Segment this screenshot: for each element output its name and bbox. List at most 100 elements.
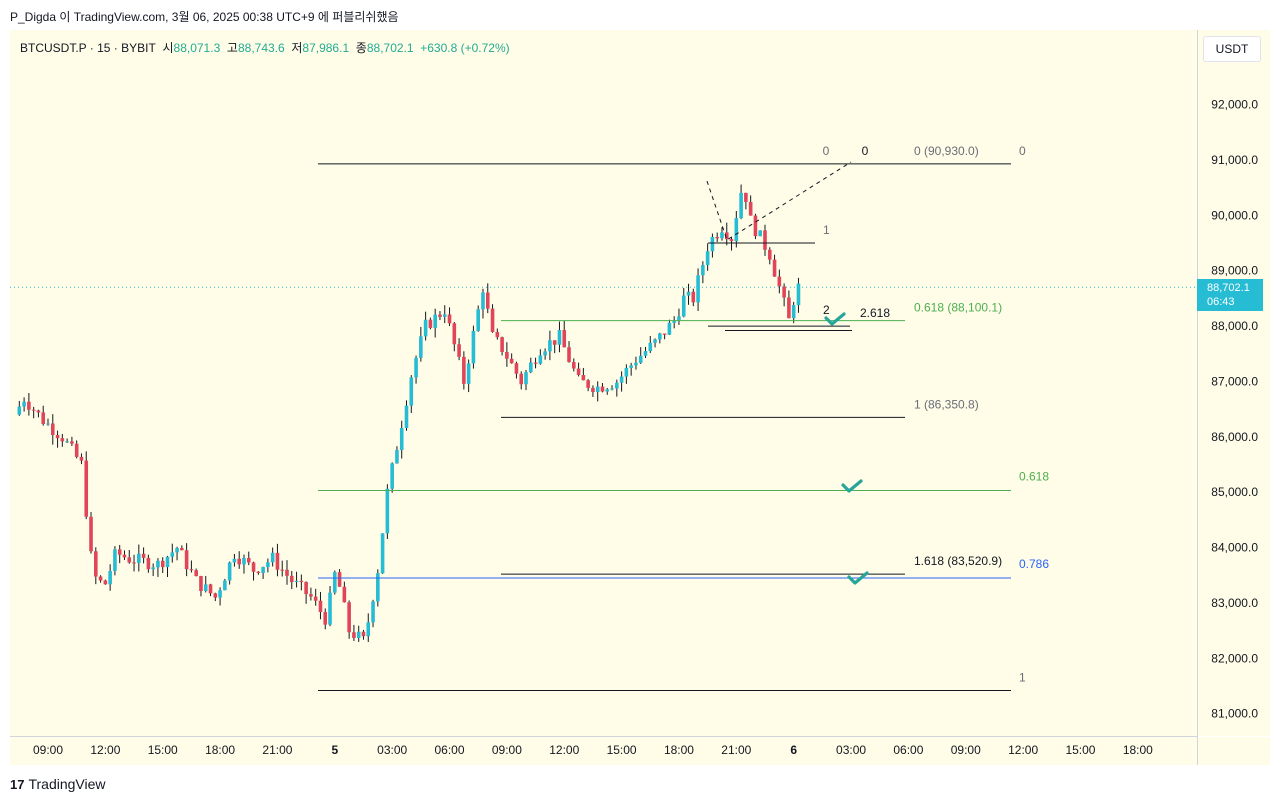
candle-body — [256, 571, 261, 573]
x-tick-label: 06:00 — [435, 743, 465, 757]
candle-body — [146, 557, 151, 570]
candle-body — [270, 552, 275, 563]
candle-body — [485, 292, 490, 309]
x-tick-label: 21:00 — [262, 743, 292, 757]
candle-body — [557, 330, 562, 345]
candle-body — [175, 548, 179, 553]
candle-body — [452, 323, 457, 345]
candle-body — [46, 423, 50, 425]
candle-body — [638, 355, 643, 363]
x-tick-label: 12:00 — [1008, 743, 1038, 757]
candle-body — [667, 322, 672, 335]
candle-body — [447, 314, 452, 324]
candle-body — [309, 594, 313, 597]
candle-body — [160, 560, 165, 568]
candle-body — [299, 580, 304, 583]
fib-label: 1.618 (83,520.9) — [914, 554, 1002, 568]
candle-body — [41, 412, 46, 425]
candle-body — [658, 333, 662, 340]
x-tick-label: 21:00 — [721, 743, 751, 757]
close-value: 88,702.1 — [366, 41, 414, 55]
candle-body — [141, 553, 146, 558]
tradingview-logo-text: TradingView — [28, 776, 106, 792]
fib-label: 2 — [823, 303, 830, 317]
candle-body — [514, 363, 519, 374]
candle-body — [22, 401, 26, 407]
candle-body — [376, 573, 380, 602]
fib-label: 2.618 — [860, 306, 890, 320]
candle-body — [218, 590, 222, 598]
candle-body — [275, 552, 280, 570]
x-tick-label: 18:00 — [1123, 743, 1153, 757]
candle-body — [481, 292, 485, 310]
candle-body — [98, 576, 103, 581]
candle-body — [409, 377, 414, 406]
x-tick-label: 18:00 — [664, 743, 694, 757]
fib-label: 0.618 — [1019, 470, 1049, 484]
close-label: 종 — [355, 41, 367, 55]
candle-body — [380, 533, 385, 574]
candle-body — [414, 357, 418, 378]
candle-body — [132, 562, 136, 564]
x-tick-label: 06:00 — [893, 743, 923, 757]
fib-label: 1 — [1019, 670, 1026, 684]
candle-body — [605, 389, 610, 392]
candle-body — [600, 386, 605, 392]
candle-body — [567, 347, 571, 363]
candle-body — [457, 344, 461, 357]
candle-body — [466, 363, 471, 384]
candle-body — [796, 283, 801, 306]
candle-body — [791, 305, 796, 319]
candle-body — [108, 571, 112, 585]
candle-body — [782, 286, 786, 298]
candle-body — [500, 337, 504, 352]
candle-body — [724, 232, 729, 240]
currency-button[interactable]: USDT — [1203, 36, 1261, 62]
fib-label: 1 — [823, 223, 830, 237]
annotations — [706, 161, 869, 585]
candle-body — [710, 237, 715, 252]
candle-body — [442, 314, 447, 317]
candle-body — [184, 550, 189, 570]
check-icon — [824, 312, 846, 326]
symbol-name[interactable]: BTCUSDT.P · 15 · BYBIT — [20, 41, 156, 55]
candle-body — [337, 572, 342, 587]
y-tick-label: 92,000.0 — [1211, 98, 1258, 112]
candle-body — [113, 549, 117, 572]
fib-label: 1 (86,350.8) — [914, 397, 979, 411]
check-icon — [847, 571, 869, 585]
candle-body — [390, 463, 394, 489]
tradingview-logo[interactable]: 17 TradingView — [10, 776, 106, 792]
candle-body — [318, 600, 323, 613]
candle-body — [323, 612, 328, 625]
candle-body — [333, 572, 337, 593]
candle-body — [313, 596, 318, 601]
candle-body — [352, 632, 356, 638]
candle-body — [548, 340, 552, 352]
candle-body — [490, 308, 495, 332]
candle-body — [180, 548, 184, 551]
candle-body — [36, 410, 41, 413]
publish-caption: P_Digda 이 TradingView.com, 3월 06, 2025 0… — [10, 10, 399, 24]
last-price-value: 88,702.1 — [1207, 282, 1250, 294]
candle-body — [595, 386, 600, 393]
y-tick-label: 86,000.0 — [1211, 430, 1258, 444]
fib-label: 0 — [823, 144, 830, 158]
candle-body — [328, 592, 332, 625]
price-axis-background — [1198, 30, 1270, 736]
x-tick-label: 03:00 — [836, 743, 866, 757]
y-axis-ticks: 92,000.0 91,000.0 90,000.0 89,000.0 88,000.0… — [1211, 98, 1258, 721]
fib-levels: 0 0 0 (90,930.0) 0 1 0.618 (88,100.1) 2 2.618 1 … — [318, 144, 1049, 691]
candle-body — [610, 388, 614, 390]
candle-body — [304, 582, 308, 595]
low-label: 저 — [291, 41, 303, 55]
candle-body — [27, 401, 31, 410]
fib-label: 0.786 — [1019, 557, 1049, 571]
candle-body — [715, 237, 719, 239]
symbol-info: BTCUSDT.P · 15 · BYBIT 시88,071.3 고88,743… — [20, 39, 510, 56]
candle-body — [237, 558, 241, 565]
x-tick-label: 15:00 — [1065, 743, 1095, 757]
candle-body — [213, 593, 218, 598]
candle-body — [261, 567, 265, 573]
